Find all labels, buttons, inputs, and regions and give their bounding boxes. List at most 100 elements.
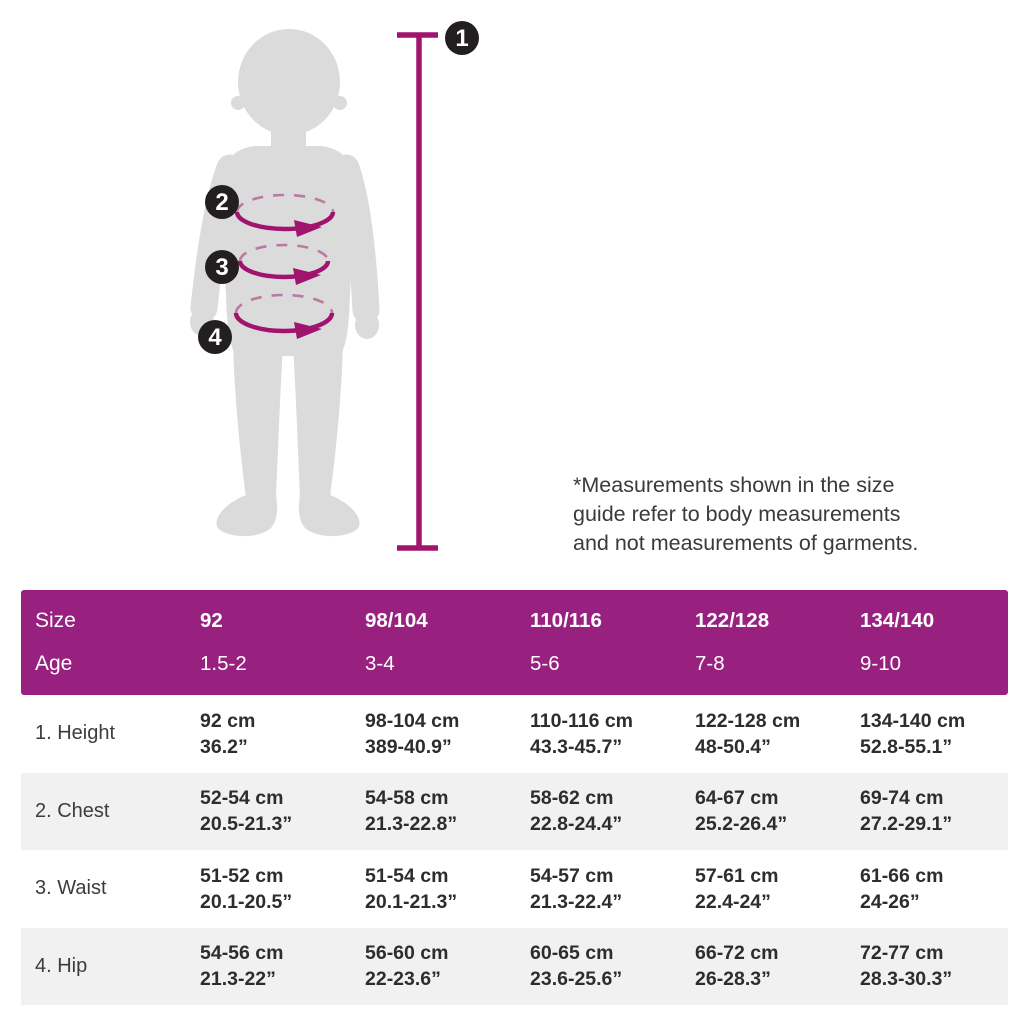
measurement-cell: 57-61 cm 22.4-24”	[695, 863, 860, 915]
table-row-waist: 3. Waist 51-52 cm 20.1-20.5” 51-54 cm 20…	[21, 850, 1008, 928]
disclaimer-line: *Measurements shown in the size	[573, 473, 895, 497]
cm-value: 110-116 cm	[530, 709, 634, 732]
badge-4-hip: 4	[198, 320, 232, 354]
cm-value: 52-54 cm	[200, 787, 284, 810]
measurement-cell: 51-54 cm 20.1-21.3”	[365, 863, 530, 915]
measurement-cell: 134-140 cm 52.8-55.1”	[860, 708, 1008, 760]
inch-value: 24-26”	[860, 890, 920, 913]
size-header-row: Size 92 98/104 110/116 122/128 134/140	[21, 609, 1008, 633]
measurement-cell: 72-77 cm 28.3-30.3”	[860, 940, 1008, 992]
inch-value: 26-28.3”	[695, 968, 771, 991]
hip-girth-arrow	[233, 293, 335, 339]
measurement-cell: 58-62 cm 22.8-24.4”	[530, 785, 695, 837]
cm-value: 122-128 cm	[695, 709, 801, 732]
cm-value: 72-77 cm	[860, 942, 944, 965]
cm-value: 64-67 cm	[695, 787, 779, 810]
table-row-chest: 2. Chest 52-54 cm 20.5-21.3” 54-58 cm 21…	[21, 772, 1008, 850]
size-table: Size 92 98/104 110/116 122/128 134/140 A…	[21, 590, 1008, 1005]
table-row-hip: 4. Hip 54-56 cm 21.3-22” 56-60 cm 22-23.…	[21, 927, 1008, 1005]
right-hand	[355, 311, 379, 339]
size-value: 110/116	[530, 609, 602, 632]
svg-text:1: 1	[455, 25, 468, 52]
row-label: 2. Chest	[35, 799, 110, 822]
measurement-cell: 56-60 cm 22-23.6”	[365, 940, 530, 992]
age-value: 7-8	[695, 652, 725, 675]
left-leg	[233, 340, 283, 497]
height-measure-line	[397, 32, 438, 551]
svg-text:4: 4	[208, 324, 222, 351]
measurement-cell: 54-58 cm 21.3-22.8”	[365, 785, 530, 837]
disclaimer-line: and not measurements of garments.	[573, 531, 919, 555]
cm-value: 56-60 cm	[365, 942, 449, 965]
disclaimer-note: *Measurements shown in the size guide re…	[573, 471, 993, 558]
size-table-header: Size 92 98/104 110/116 122/128 134/140 A…	[21, 590, 1008, 695]
right-foot	[298, 495, 360, 537]
cm-value: 54-57 cm	[530, 864, 614, 887]
inch-value: 36.2”	[200, 735, 248, 758]
cm-value: 54-56 cm	[200, 942, 284, 965]
cm-value: 51-52 cm	[200, 864, 284, 887]
size-row-label: Size	[35, 609, 76, 632]
inch-value: 21.3-22.4”	[530, 890, 623, 913]
inch-value: 27.2-29.1”	[860, 813, 953, 836]
badge-3-waist: 3	[205, 250, 239, 284]
inch-value: 48-50.4”	[695, 735, 771, 758]
measurement-cell: 66-72 cm 26-28.3”	[695, 940, 860, 992]
inch-value: 23.6-25.6”	[530, 968, 623, 991]
inch-value: 20.1-21.3”	[365, 890, 458, 913]
size-value: 92	[200, 609, 223, 632]
inch-value: 20.5-21.3”	[200, 813, 293, 836]
measurement-cell: 61-66 cm 24-26”	[860, 863, 1008, 915]
inch-value: 22.4-24”	[695, 890, 771, 913]
cm-value: 98-104 cm	[365, 709, 460, 732]
measurement-cell: 60-65 cm 23.6-25.6”	[530, 940, 695, 992]
cm-value: 61-66 cm	[860, 864, 944, 887]
right-arm	[332, 154, 380, 324]
waist-girth-arrow	[237, 243, 331, 285]
cm-value: 66-72 cm	[695, 942, 779, 965]
size-value: 98/104	[365, 609, 428, 632]
measurement-cell: 54-56 cm 21.3-22”	[200, 940, 365, 992]
right-ear	[333, 96, 347, 110]
cm-value: 134-140 cm	[860, 709, 966, 732]
age-value: 3-4	[365, 652, 395, 675]
cm-value: 60-65 cm	[530, 942, 614, 965]
measurement-cell: 98-104 cm 389-40.9”	[365, 708, 530, 760]
cm-value: 58-62 cm	[530, 787, 614, 810]
inch-value: 22.8-24.4”	[530, 813, 623, 836]
inch-value: 22-23.6”	[365, 968, 441, 991]
age-row-label: Age	[35, 652, 73, 675]
badge-1-height: 1	[445, 21, 479, 55]
disclaimer-line: guide refer to body measurements	[573, 502, 901, 526]
inch-value: 25.2-26.4”	[695, 813, 788, 836]
measurement-cell: 69-74 cm 27.2-29.1”	[860, 785, 1008, 837]
measurement-cell: 51-52 cm 20.1-20.5”	[200, 863, 365, 915]
measurement-cell: 92 cm 36.2”	[200, 708, 365, 760]
cm-value: 69-74 cm	[860, 787, 944, 810]
table-row-height: 1. Height 92 cm 36.2” 98-104 cm 389-40.9…	[21, 695, 1008, 773]
left-ear	[231, 96, 245, 110]
cm-value: 57-61 cm	[695, 864, 779, 887]
inch-value: 43.3-45.7”	[530, 735, 623, 758]
left-arm	[190, 154, 244, 322]
row-label: 1. Height	[35, 722, 116, 745]
measurement-cell: 52-54 cm 20.5-21.3”	[200, 785, 365, 837]
torso	[221, 146, 355, 356]
svg-text:2: 2	[215, 189, 228, 216]
left-foot	[216, 495, 278, 537]
cm-value: 54-58 cm	[365, 787, 449, 810]
measurement-cell: 122-128 cm 48-50.4”	[695, 708, 860, 760]
body-measurement-diagram: 1 2 3 4	[190, 21, 479, 551]
chest-girth-arrow	[234, 193, 336, 237]
measurement-cell: 110-116 cm 43.3-45.7”	[530, 708, 695, 760]
inch-value: 20.1-20.5”	[200, 890, 293, 913]
row-label: 3. Waist	[35, 877, 107, 900]
right-leg	[293, 340, 343, 497]
age-header-row: Age 1.5-2 3-4 5-6 7-8 9-10	[21, 652, 1008, 676]
inch-value: 389-40.9”	[365, 735, 452, 758]
size-value: 134/140	[860, 609, 935, 632]
svg-text:3: 3	[215, 254, 228, 281]
badge-2-chest: 2	[205, 185, 239, 219]
inch-value: 21.3-22”	[200, 968, 276, 991]
age-value: 1.5-2	[200, 652, 247, 675]
